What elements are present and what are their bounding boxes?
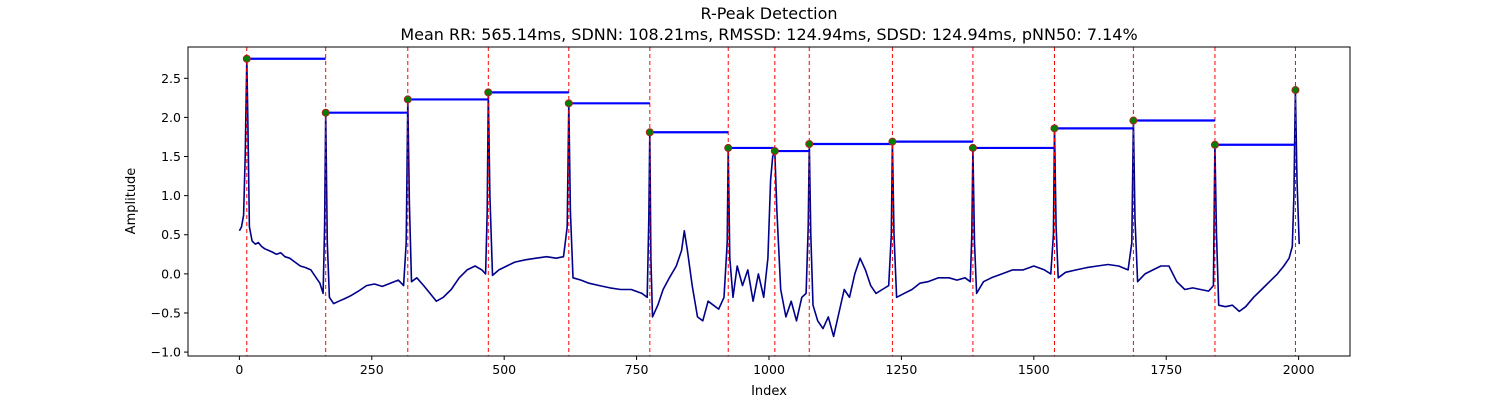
r-peak-marker-10 [888,137,897,146]
x-tick-label: 1000 [753,362,785,377]
x-tick-label: 1250 [886,362,918,377]
r-peak-marker-7 [724,143,733,152]
x-axis: 0 250 500 750 1000 1250 1500 1750 2000 [235,356,1315,377]
x-tick-label: 500 [492,362,516,377]
r-peak-marker-9 [805,140,814,149]
plot-frame [187,46,1351,357]
y-tick-label: 1.0 [161,188,181,203]
x-tick-label: 1750 [1150,362,1182,377]
r-peak-marker-15 [1291,86,1300,95]
x-tick-label: 1500 [1018,362,1050,377]
chart-title: R-Peak Detection [700,4,837,23]
r-peak-marker-14 [1210,140,1219,149]
y-tick-label: −1.0 [151,345,181,360]
r-peak-marker-11 [968,143,977,152]
y-tick-label: 2.5 [161,71,181,86]
r-peak-marker-4 [484,88,493,97]
r-peak-marker-1 [242,54,251,63]
r-peak-marker-8 [770,147,779,156]
x-axis-label: Index [751,384,787,399]
y-tick-label: 0.5 [161,227,181,242]
x-tick-label: 250 [360,362,384,377]
plot-area [238,47,1300,356]
r-peak-marker-13 [1129,116,1138,125]
r-peak-marker-6 [645,128,654,137]
r-peak-marker-2 [321,108,330,117]
y-tick-label: 0.0 [161,266,181,281]
r-peak-marker-5 [564,99,573,108]
r-peak-marker-3 [403,95,412,104]
ecg-signal-line [238,57,1300,338]
y-tick-label: 2.0 [161,110,181,125]
x-tick-label: 0 [235,362,243,377]
x-tick-label: 750 [625,362,649,377]
y-axis: −1.0 −0.5 0.0 0.5 1.0 1.5 2.0 2.5 [151,71,188,360]
y-tick-label: 1.5 [161,149,181,164]
chart-subtitle: Mean RR: 565.14ms, SDNN: 108.21ms, RMSSD… [400,25,1137,44]
r-peak-marker-12 [1050,124,1059,133]
x-tick-label: 2000 [1283,362,1315,377]
y-tick-label: −0.5 [151,305,181,320]
y-axis-label: Amplitude [124,168,139,235]
